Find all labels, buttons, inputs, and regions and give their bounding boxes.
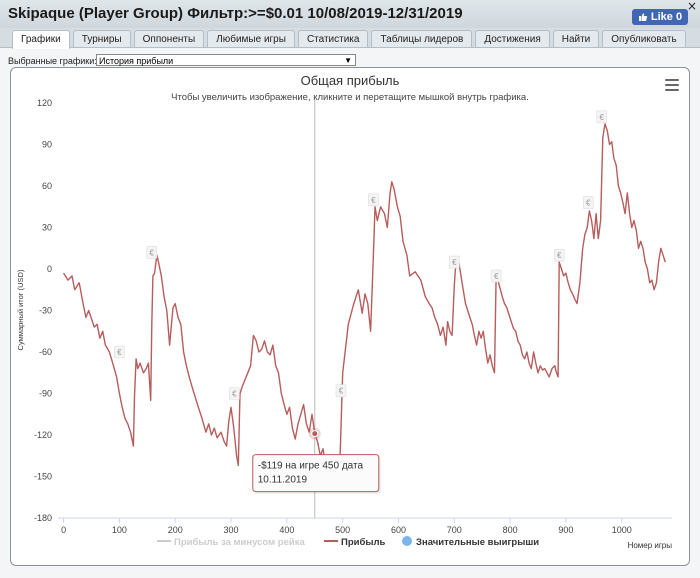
chart-selector-dropdown[interactable]: История прибыли ▼ [96, 54, 356, 66]
tab-bar: Графики Турниры Оппоненты Любимые игры Стати… [12, 30, 686, 49]
tab-9[interactable]: Опубликовать [602, 30, 686, 47]
tab-5[interactable]: Статистика [297, 30, 369, 47]
tab-7[interactable]: Достижения [475, 30, 550, 47]
thumbs-up-icon [638, 13, 647, 21]
close-icon[interactable]: × [686, 0, 697, 13]
window-title: Skipaque (Player Group) Фильтр:>=$0.01 1… [8, 5, 463, 22]
tab-6[interactable]: Таблицы лидеров [371, 30, 473, 47]
tab-4[interactable]: Любимые игры [207, 30, 295, 47]
tab-8[interactable]: Найти [552, 30, 600, 47]
title-bar: Skipaque (Player Group) Фильтр:>=$0.01 1… [0, 0, 700, 28]
chart-selector-value: История прибыли [99, 56, 174, 66]
like-label: Like 0 [650, 11, 683, 23]
tab-1[interactable]: Графики [12, 30, 70, 49]
chart-selector-label: Выбранные графики: [8, 56, 97, 66]
tab-2[interactable]: Турниры [72, 30, 131, 47]
chart-container[interactable] [10, 67, 690, 566]
chart-menu-icon[interactable] [665, 79, 679, 91]
dropdown-arrow-icon: ▼ [344, 56, 352, 65]
tab-3[interactable]: Оппоненты [133, 30, 205, 47]
facebook-like-button[interactable]: Like 0 [632, 9, 688, 25]
